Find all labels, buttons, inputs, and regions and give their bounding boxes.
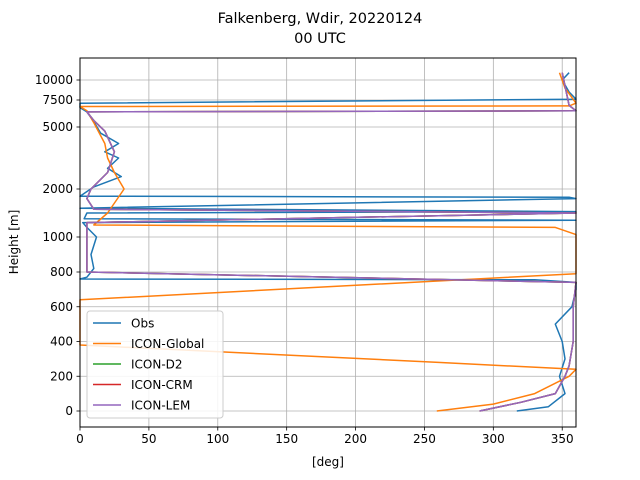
x-axis-label: [deg] — [312, 455, 344, 469]
y-tick-label: 0 — [65, 404, 73, 418]
y-tick-label: 600 — [50, 300, 73, 314]
chart-title-line1: Falkenberg, Wdir, 20220124 — [218, 11, 423, 27]
y-tick-label: 400 — [50, 335, 73, 349]
series-line-icon-lem — [86, 72, 577, 412]
y-axis-label: Height [m] — [7, 210, 21, 275]
plot-frame — [79, 57, 577, 428]
y-tick-label: 200 — [50, 369, 73, 383]
legend-box — [86, 310, 224, 419]
y-tick-label: 2000 — [42, 182, 73, 196]
legend-label-icon-crm: ICON-CRM — [131, 378, 193, 392]
legend-label-icon-lem: ICON-LEM — [131, 399, 190, 413]
legend-label-obs: Obs — [131, 317, 154, 331]
legend-label-icon-d2: ICON-D2 — [131, 358, 183, 372]
legend: Obs ICON-Global ICON-D2 ICON-CRM ICON-LEM — [86, 310, 224, 419]
x-tick-label: 300 — [482, 432, 505, 446]
y-tick-label: 1000 — [42, 230, 73, 244]
x-tick-label: 50 — [141, 432, 156, 446]
x-tick-label: 150 — [275, 432, 298, 446]
y-tick-label: 5000 — [42, 120, 73, 134]
x-tick-label: 100 — [206, 432, 229, 446]
chart-title-line2: 00 UTC — [294, 31, 346, 47]
x-tick-label: 250 — [413, 432, 436, 446]
y-tick-label: 7500 — [42, 93, 73, 107]
legend-label-icon-global: ICON-Global — [131, 337, 204, 351]
y-tick-label: 10000 — [35, 73, 73, 87]
axis-ticks: 0 50 100 150 200 250 300 350 0 200 400 600 800 1000 20… — [35, 73, 574, 446]
x-tick-label: 0 — [76, 432, 84, 446]
y-tick-label: 800 — [50, 265, 73, 279]
x-tick-label: 200 — [344, 432, 367, 446]
series-lines — [79, 72, 577, 412]
x-tick-label: 350 — [551, 432, 574, 446]
